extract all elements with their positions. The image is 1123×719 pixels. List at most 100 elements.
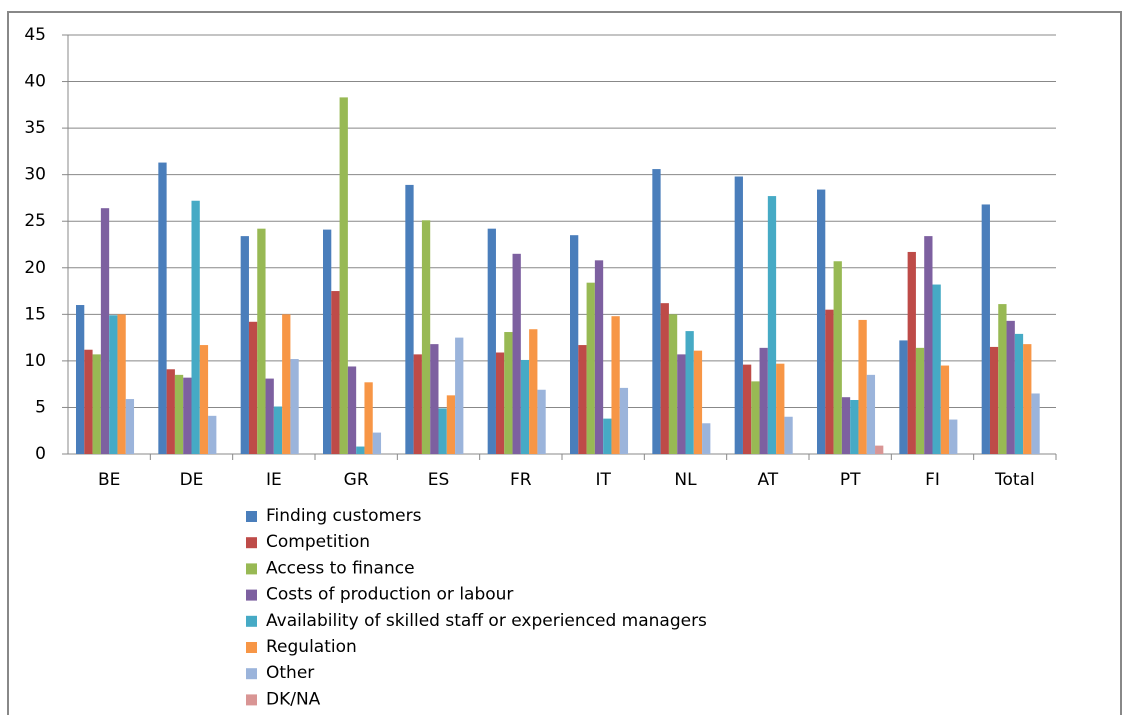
bar — [907, 251, 916, 454]
bar — [529, 329, 538, 454]
y-tick-label: 30 — [24, 165, 46, 185]
bar — [347, 366, 357, 454]
bar — [109, 315, 118, 454]
y-tick-label: 35 — [24, 118, 46, 138]
bar — [430, 344, 439, 454]
legend-swatch — [246, 694, 257, 706]
bar — [660, 303, 669, 454]
bar — [619, 387, 629, 454]
legend-label: Other — [266, 663, 314, 683]
bar — [875, 445, 884, 454]
bar — [158, 162, 167, 454]
legend-label: Costs of production or labour — [266, 585, 513, 605]
bar — [487, 228, 496, 454]
bar — [776, 363, 785, 454]
bar — [438, 408, 447, 454]
bar — [455, 337, 464, 454]
x-tick-label: BE — [98, 470, 120, 490]
bar — [1006, 320, 1015, 454]
bar — [866, 374, 876, 454]
bar — [257, 228, 266, 454]
bar — [702, 423, 711, 454]
bar — [76, 305, 85, 454]
bar — [668, 314, 678, 454]
x-tick-label: PT — [840, 470, 861, 490]
legend-swatch — [246, 642, 257, 653]
bar — [1014, 333, 1024, 454]
legend-swatch — [246, 537, 257, 549]
legend-label: DK/NA — [266, 689, 321, 709]
legend-swatch — [246, 511, 257, 522]
bar — [915, 347, 925, 454]
bar — [742, 364, 752, 454]
y-tick-label: 45 — [24, 25, 46, 45]
bar — [1031, 393, 1040, 454]
bar — [949, 419, 958, 454]
legend-label: Availability of skilled staff or experie… — [266, 611, 707, 631]
bar — [446, 395, 456, 454]
legend-swatch — [246, 668, 257, 680]
bar — [751, 381, 760, 454]
bar — [833, 261, 842, 454]
bar — [174, 374, 184, 454]
bar — [989, 346, 999, 454]
bar — [356, 446, 365, 454]
bar — [693, 350, 703, 454]
bar — [405, 184, 414, 455]
x-tick-label: DE — [180, 470, 204, 490]
legend-label: Regulation — [266, 637, 357, 657]
x-tick-label: IE — [266, 470, 282, 490]
bar — [537, 389, 546, 454]
bar — [899, 340, 908, 454]
bar — [331, 291, 340, 454]
bar — [850, 399, 859, 454]
bar — [767, 196, 777, 455]
bar — [265, 378, 274, 454]
y-tick-label: 15 — [24, 304, 46, 324]
bar — [323, 229, 332, 454]
bar — [570, 235, 579, 454]
bar — [125, 399, 135, 454]
x-tick-label: FI — [925, 470, 940, 490]
y-tick-label: 10 — [24, 351, 46, 371]
y-tick-label: 20 — [24, 258, 46, 278]
bar — [981, 204, 990, 454]
x-tick-label: NL — [674, 470, 697, 490]
bar — [784, 416, 793, 454]
legend-swatch — [246, 563, 257, 575]
bar — [998, 304, 1007, 454]
legend-swatch — [246, 589, 257, 601]
bar — [611, 316, 620, 454]
bar — [273, 406, 283, 454]
legend-label: Access to finance — [266, 558, 415, 578]
legend-label: Competition — [266, 532, 370, 552]
bar — [100, 208, 110, 454]
bar — [84, 349, 93, 454]
x-tick-label: AT — [757, 470, 778, 490]
bar — [924, 236, 933, 454]
bar — [290, 359, 299, 454]
bar — [191, 200, 200, 454]
bar — [932, 284, 941, 454]
bar — [578, 345, 587, 454]
y-tick-label: 40 — [24, 72, 46, 92]
bar — [413, 354, 422, 454]
bar — [282, 314, 291, 454]
bar — [825, 309, 834, 454]
bar — [734, 176, 743, 455]
bar — [364, 382, 373, 454]
bar — [199, 345, 209, 454]
bar — [652, 169, 661, 454]
bar — [817, 189, 826, 454]
bar — [841, 397, 851, 454]
bar — [208, 415, 217, 454]
bar — [677, 354, 686, 454]
legend-label: Finding customers — [266, 506, 422, 526]
x-tick-label: GR — [344, 470, 369, 490]
bar — [166, 369, 175, 454]
bar — [603, 418, 612, 454]
x-tick-label: ES — [428, 470, 450, 490]
bar — [495, 352, 505, 454]
bar — [1023, 344, 1032, 454]
